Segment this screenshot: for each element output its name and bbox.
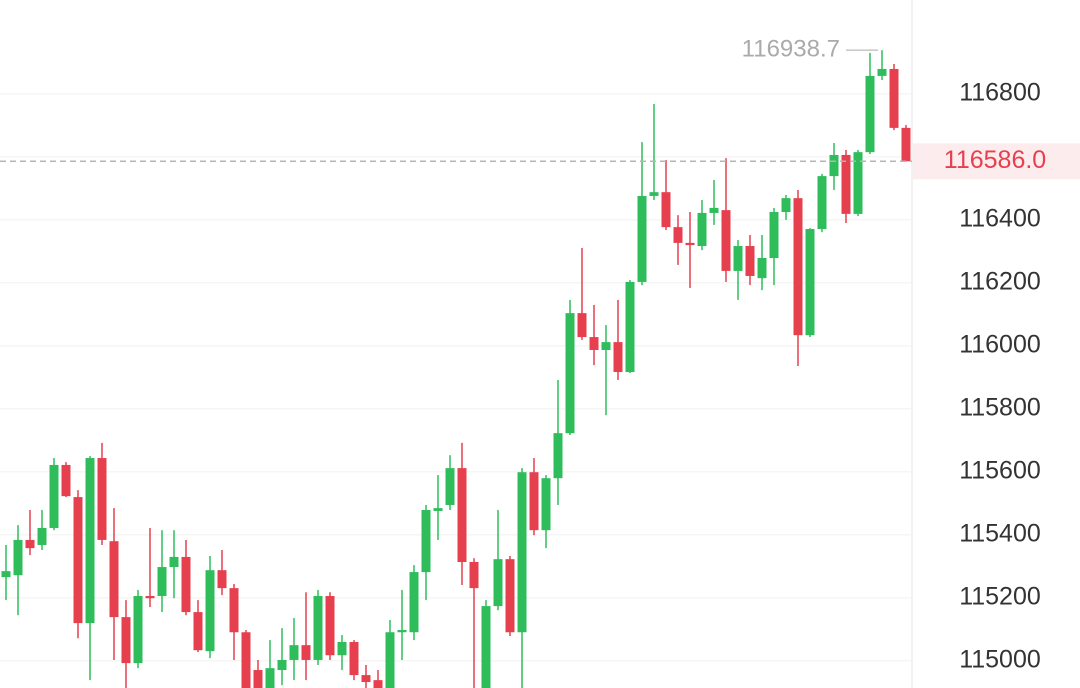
candle-body	[661, 192, 671, 228]
candle-body	[25, 539, 35, 549]
candle-body	[397, 630, 407, 633]
y-tick-label: 115000	[959, 646, 1041, 674]
candle-body	[289, 645, 299, 660]
candle-body	[853, 152, 863, 214]
candle-body	[769, 212, 779, 258]
candle-body	[541, 478, 551, 531]
candle-body	[325, 596, 335, 656]
candle-body	[265, 668, 275, 688]
candle-body	[829, 154, 839, 177]
candle-body	[481, 606, 491, 688]
candle-body	[781, 198, 791, 213]
candle-body	[817, 176, 827, 230]
y-tick-label: 116200	[959, 267, 1041, 295]
last-price-badge	[913, 143, 1080, 180]
candle-body	[745, 246, 755, 276]
candle-body	[721, 210, 731, 271]
candle-body	[421, 510, 431, 573]
candle-body	[889, 68, 899, 128]
candle-body	[73, 497, 83, 624]
candle-body	[373, 680, 383, 688]
candle-body	[169, 556, 179, 568]
candle-body	[625, 281, 635, 373]
candle-body	[361, 675, 371, 683]
candle-body	[253, 670, 263, 688]
candle-body	[229, 588, 239, 633]
candle-body	[349, 642, 359, 676]
candle-body	[577, 313, 587, 338]
candle-body	[733, 246, 743, 271]
y-tick-label: 116400	[959, 204, 1041, 232]
candle-body	[469, 561, 479, 589]
candle-body	[61, 464, 71, 497]
candle-body	[37, 527, 47, 545]
candle-body	[181, 556, 191, 613]
candle-body	[241, 632, 251, 688]
candle-body	[109, 541, 119, 618]
y-tick-label: 116000	[959, 330, 1041, 358]
candle-body	[301, 645, 311, 660]
candle-body	[589, 337, 599, 350]
candle-body	[613, 342, 623, 373]
candle-body	[529, 472, 539, 531]
y-tick-label: 115200	[959, 583, 1041, 611]
candle-body	[841, 154, 851, 214]
candle-body	[217, 570, 227, 589]
candle-body	[205, 570, 215, 652]
y-tick-label: 115800	[959, 394, 1041, 422]
max-price-label: 116938.7	[742, 36, 840, 63]
candle-body	[457, 468, 467, 562]
candle-body	[1, 571, 11, 578]
candle-body	[409, 572, 419, 633]
candle-body	[505, 559, 515, 633]
candle-body	[493, 559, 503, 607]
candle-body	[649, 192, 659, 196]
candle-body	[445, 468, 455, 505]
candle-body	[277, 659, 287, 671]
candle-body	[601, 342, 611, 350]
candle-body	[685, 242, 695, 246]
candle-body	[865, 75, 875, 153]
candle-body	[805, 229, 815, 336]
candle-body	[565, 313, 575, 434]
candle-body	[337, 642, 347, 656]
candle-body	[637, 195, 647, 282]
y-tick-label: 115400	[959, 520, 1041, 548]
last-price-label: 116586.0	[944, 146, 1046, 174]
candle-body	[517, 472, 527, 633]
candle-body	[553, 433, 563, 479]
candle-body	[97, 458, 107, 540]
candle-body	[793, 198, 803, 336]
candle-body	[157, 567, 167, 597]
candle-body	[673, 227, 683, 243]
candle-body	[133, 596, 143, 664]
candle-body	[145, 596, 155, 599]
candle-body	[901, 127, 911, 162]
y-tick-label: 115600	[959, 457, 1041, 485]
candle-body	[121, 617, 131, 664]
candle-body	[877, 68, 887, 76]
candle-body	[313, 596, 323, 660]
candle-body	[709, 207, 719, 213]
candle-body	[385, 632, 395, 688]
candle-body	[193, 612, 203, 651]
candle-body	[49, 464, 59, 528]
candle-body	[433, 508, 443, 511]
y-tick-label: 116800	[959, 78, 1041, 106]
candle-body	[13, 539, 23, 576]
candle-body	[757, 258, 767, 279]
candle-body	[697, 212, 707, 247]
candle-body	[85, 458, 95, 624]
